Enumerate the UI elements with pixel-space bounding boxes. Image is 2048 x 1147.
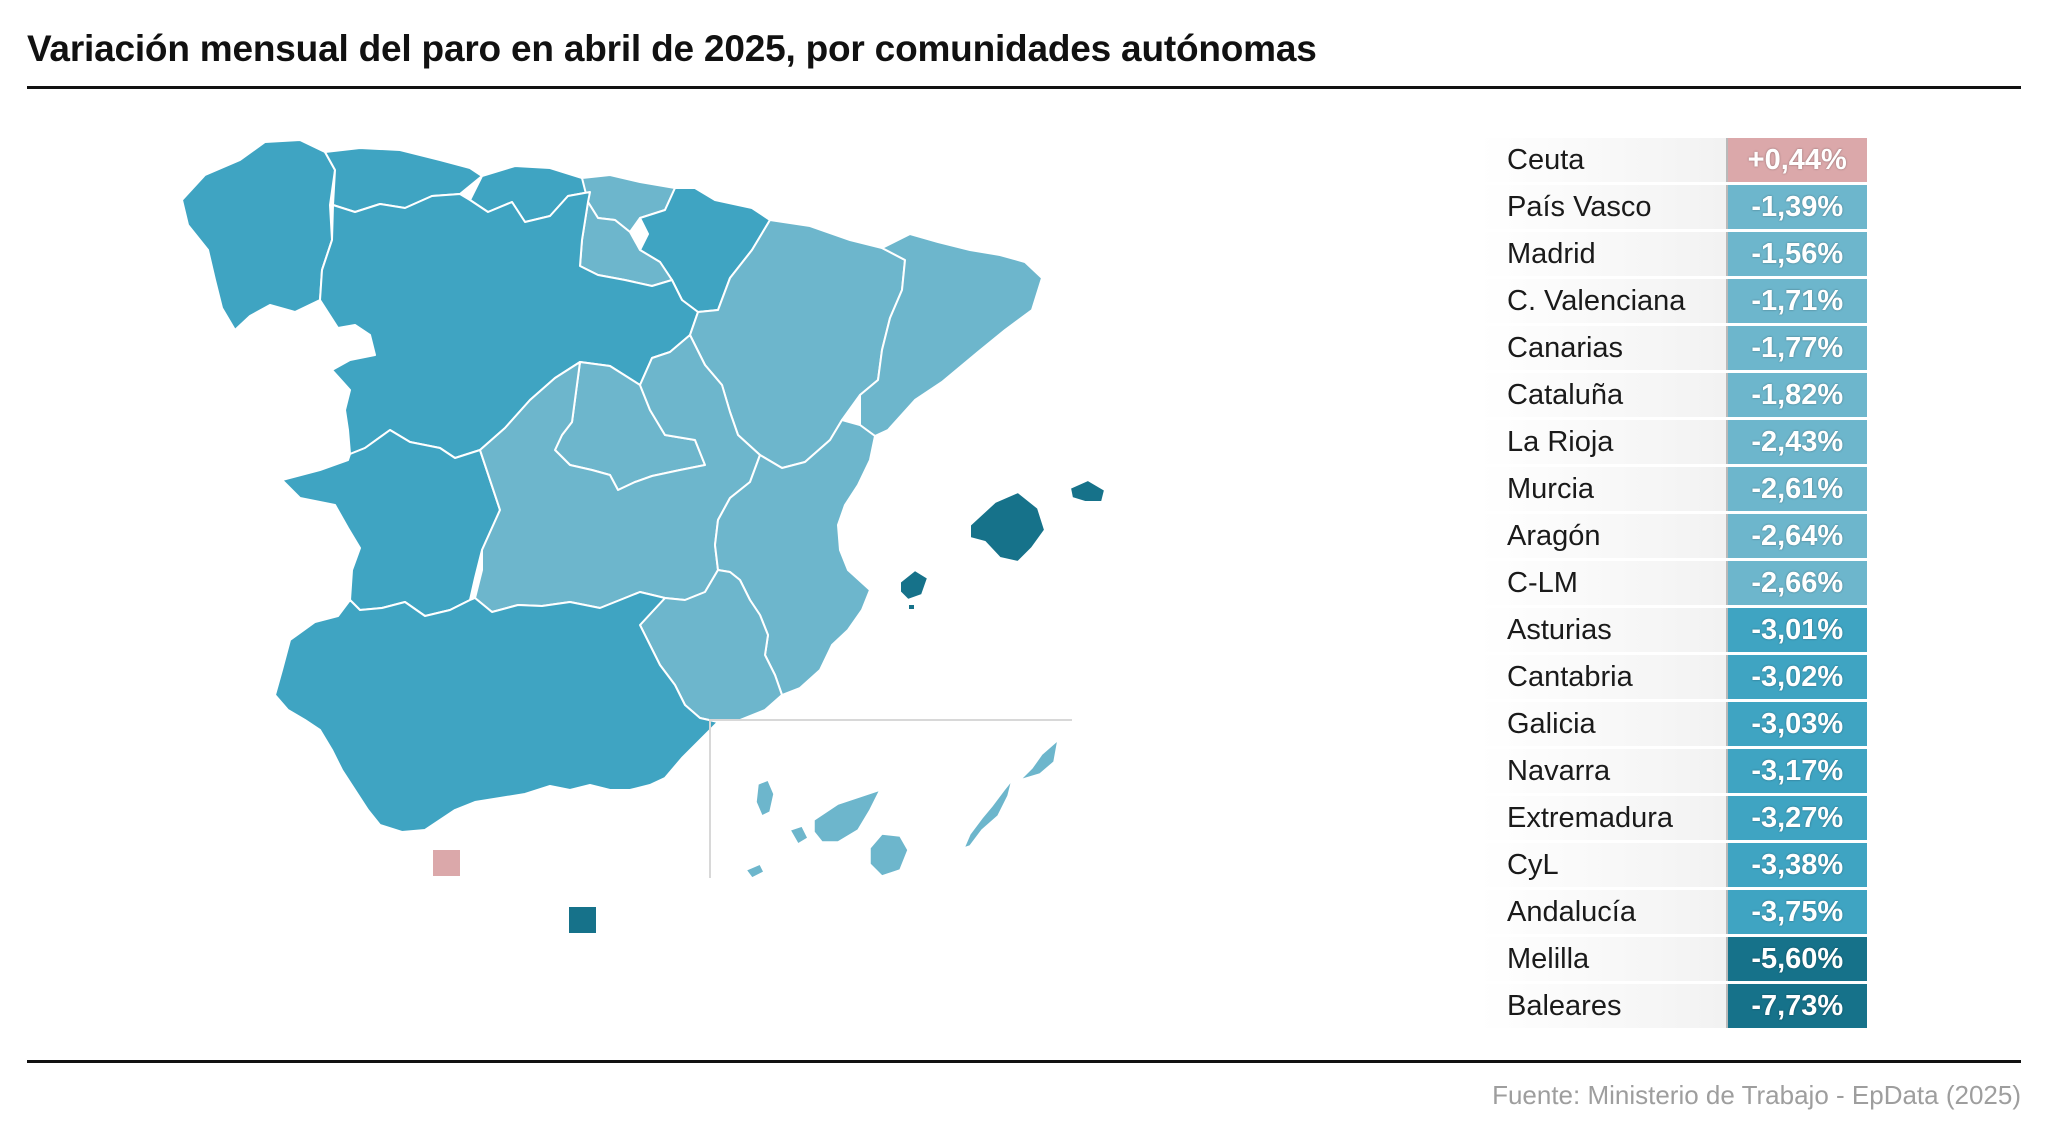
region-name: La Rioja xyxy=(1480,420,1728,464)
region-name: País Vasco xyxy=(1480,185,1728,229)
region-name: Madrid xyxy=(1480,232,1728,276)
region-value: -1,71% xyxy=(1727,279,1867,323)
canarias-inset xyxy=(709,719,1072,879)
region-value: -2,66% xyxy=(1727,561,1867,605)
table-row: Canarias -1,77% xyxy=(1480,326,1867,370)
region-melilla xyxy=(569,907,596,933)
region-canarias-el-hierro xyxy=(744,863,766,879)
region-value: -3,38% xyxy=(1727,843,1867,887)
region-canarias-la-gomera xyxy=(788,825,809,846)
table-row: La Rioja -2,43% xyxy=(1480,420,1867,464)
source-note: Fuente: Ministerio de Trabajo - EpData (… xyxy=(1492,1080,2021,1110)
table-row: C-LM -2,66% xyxy=(1480,561,1867,605)
region-value: -7,73% xyxy=(1727,984,1867,1028)
region-value: -3,75% xyxy=(1727,890,1867,934)
table-row: Aragón -2,64% xyxy=(1480,514,1867,558)
region-value: -2,43% xyxy=(1727,420,1867,464)
region-galicia xyxy=(181,139,336,331)
region-baleares-formentera xyxy=(907,603,916,611)
table-row: Cataluña -1,82% xyxy=(1480,373,1867,417)
region-name: Murcia xyxy=(1480,467,1728,511)
region-name: Aragón xyxy=(1480,514,1728,558)
region-value: -1,56% xyxy=(1727,232,1867,276)
region-value: -3,02% xyxy=(1727,655,1867,699)
table-row: Navarra -3,17% xyxy=(1480,749,1867,793)
region-value: -1,39% xyxy=(1727,185,1867,229)
region-ceuta xyxy=(433,850,460,876)
region-name: C-LM xyxy=(1480,561,1728,605)
region-baleares-ibiza xyxy=(899,569,929,601)
region-name: Ceuta xyxy=(1480,138,1728,182)
region-canarias-tenerife xyxy=(813,788,882,843)
region-cataluna xyxy=(859,233,1043,437)
region-value: -3,27% xyxy=(1727,796,1867,840)
region-baleares-menorca xyxy=(1069,479,1106,503)
table-row: Baleares -7,73% xyxy=(1480,984,1867,1028)
region-value: -1,77% xyxy=(1727,326,1867,370)
region-baleares-mallorca xyxy=(969,491,1046,563)
region-name: Navarra xyxy=(1480,749,1728,793)
region-value: -3,17% xyxy=(1727,749,1867,793)
footer-divider xyxy=(27,1060,2021,1063)
table-row: País Vasco -1,39% xyxy=(1480,185,1867,229)
table-row: Melilla -5,60% xyxy=(1480,937,1867,981)
region-name: Cataluña xyxy=(1480,373,1728,417)
map-svg xyxy=(181,139,1106,933)
region-name: Asturias xyxy=(1480,608,1728,652)
spain-map xyxy=(170,130,1130,970)
region-name: Extremadura xyxy=(1480,796,1728,840)
region-extremadura xyxy=(281,429,501,617)
table-row: CyL -3,38% xyxy=(1480,843,1867,887)
region-value: -5,60% xyxy=(1727,937,1867,981)
table-row: Asturias -3,01% xyxy=(1480,608,1867,652)
region-canarias-gran-canaria xyxy=(869,833,909,877)
inset-frame xyxy=(709,719,1072,878)
region-canarias-la-palma xyxy=(755,779,775,818)
table-row: Extremadura -3,27% xyxy=(1480,796,1867,840)
region-value: +0,44% xyxy=(1727,138,1867,182)
region-value: -2,61% xyxy=(1727,467,1867,511)
region-name: Galicia xyxy=(1480,702,1728,746)
table-row: Murcia -2,61% xyxy=(1480,467,1867,511)
region-canarias-lanzarote xyxy=(1019,738,1060,781)
chart-title: Variación mensual del paro en abril de 2… xyxy=(27,28,1317,69)
region-name: C. Valenciana xyxy=(1480,279,1728,323)
region-name: Canarias xyxy=(1480,326,1728,370)
region-value: -1,82% xyxy=(1727,373,1867,417)
title-divider xyxy=(27,86,2021,89)
table-row: Ceuta +0,44% xyxy=(1480,138,1867,182)
region-name: Baleares xyxy=(1480,984,1728,1028)
region-value: -3,03% xyxy=(1727,702,1867,746)
table-row: C. Valenciana -1,71% xyxy=(1480,279,1867,323)
table-row: Andalucía -3,75% xyxy=(1480,890,1867,934)
region-value: -2,64% xyxy=(1727,514,1867,558)
table-row: Galicia -3,03% xyxy=(1480,702,1867,746)
values-table: Ceuta +0,44% País Vasco -1,39% Madrid -1,56% C… xyxy=(1480,138,1867,1031)
region-value: -3,01% xyxy=(1727,608,1867,652)
region-name: Andalucía xyxy=(1480,890,1728,934)
region-name: CyL xyxy=(1480,843,1728,887)
table-row: Cantabria -3,02% xyxy=(1480,655,1867,699)
region-name: Cantabria xyxy=(1480,655,1728,699)
region-canarias-fuerteventura xyxy=(962,779,1013,850)
region-name: Melilla xyxy=(1480,937,1728,981)
table-row: Madrid -1,56% xyxy=(1480,232,1867,276)
